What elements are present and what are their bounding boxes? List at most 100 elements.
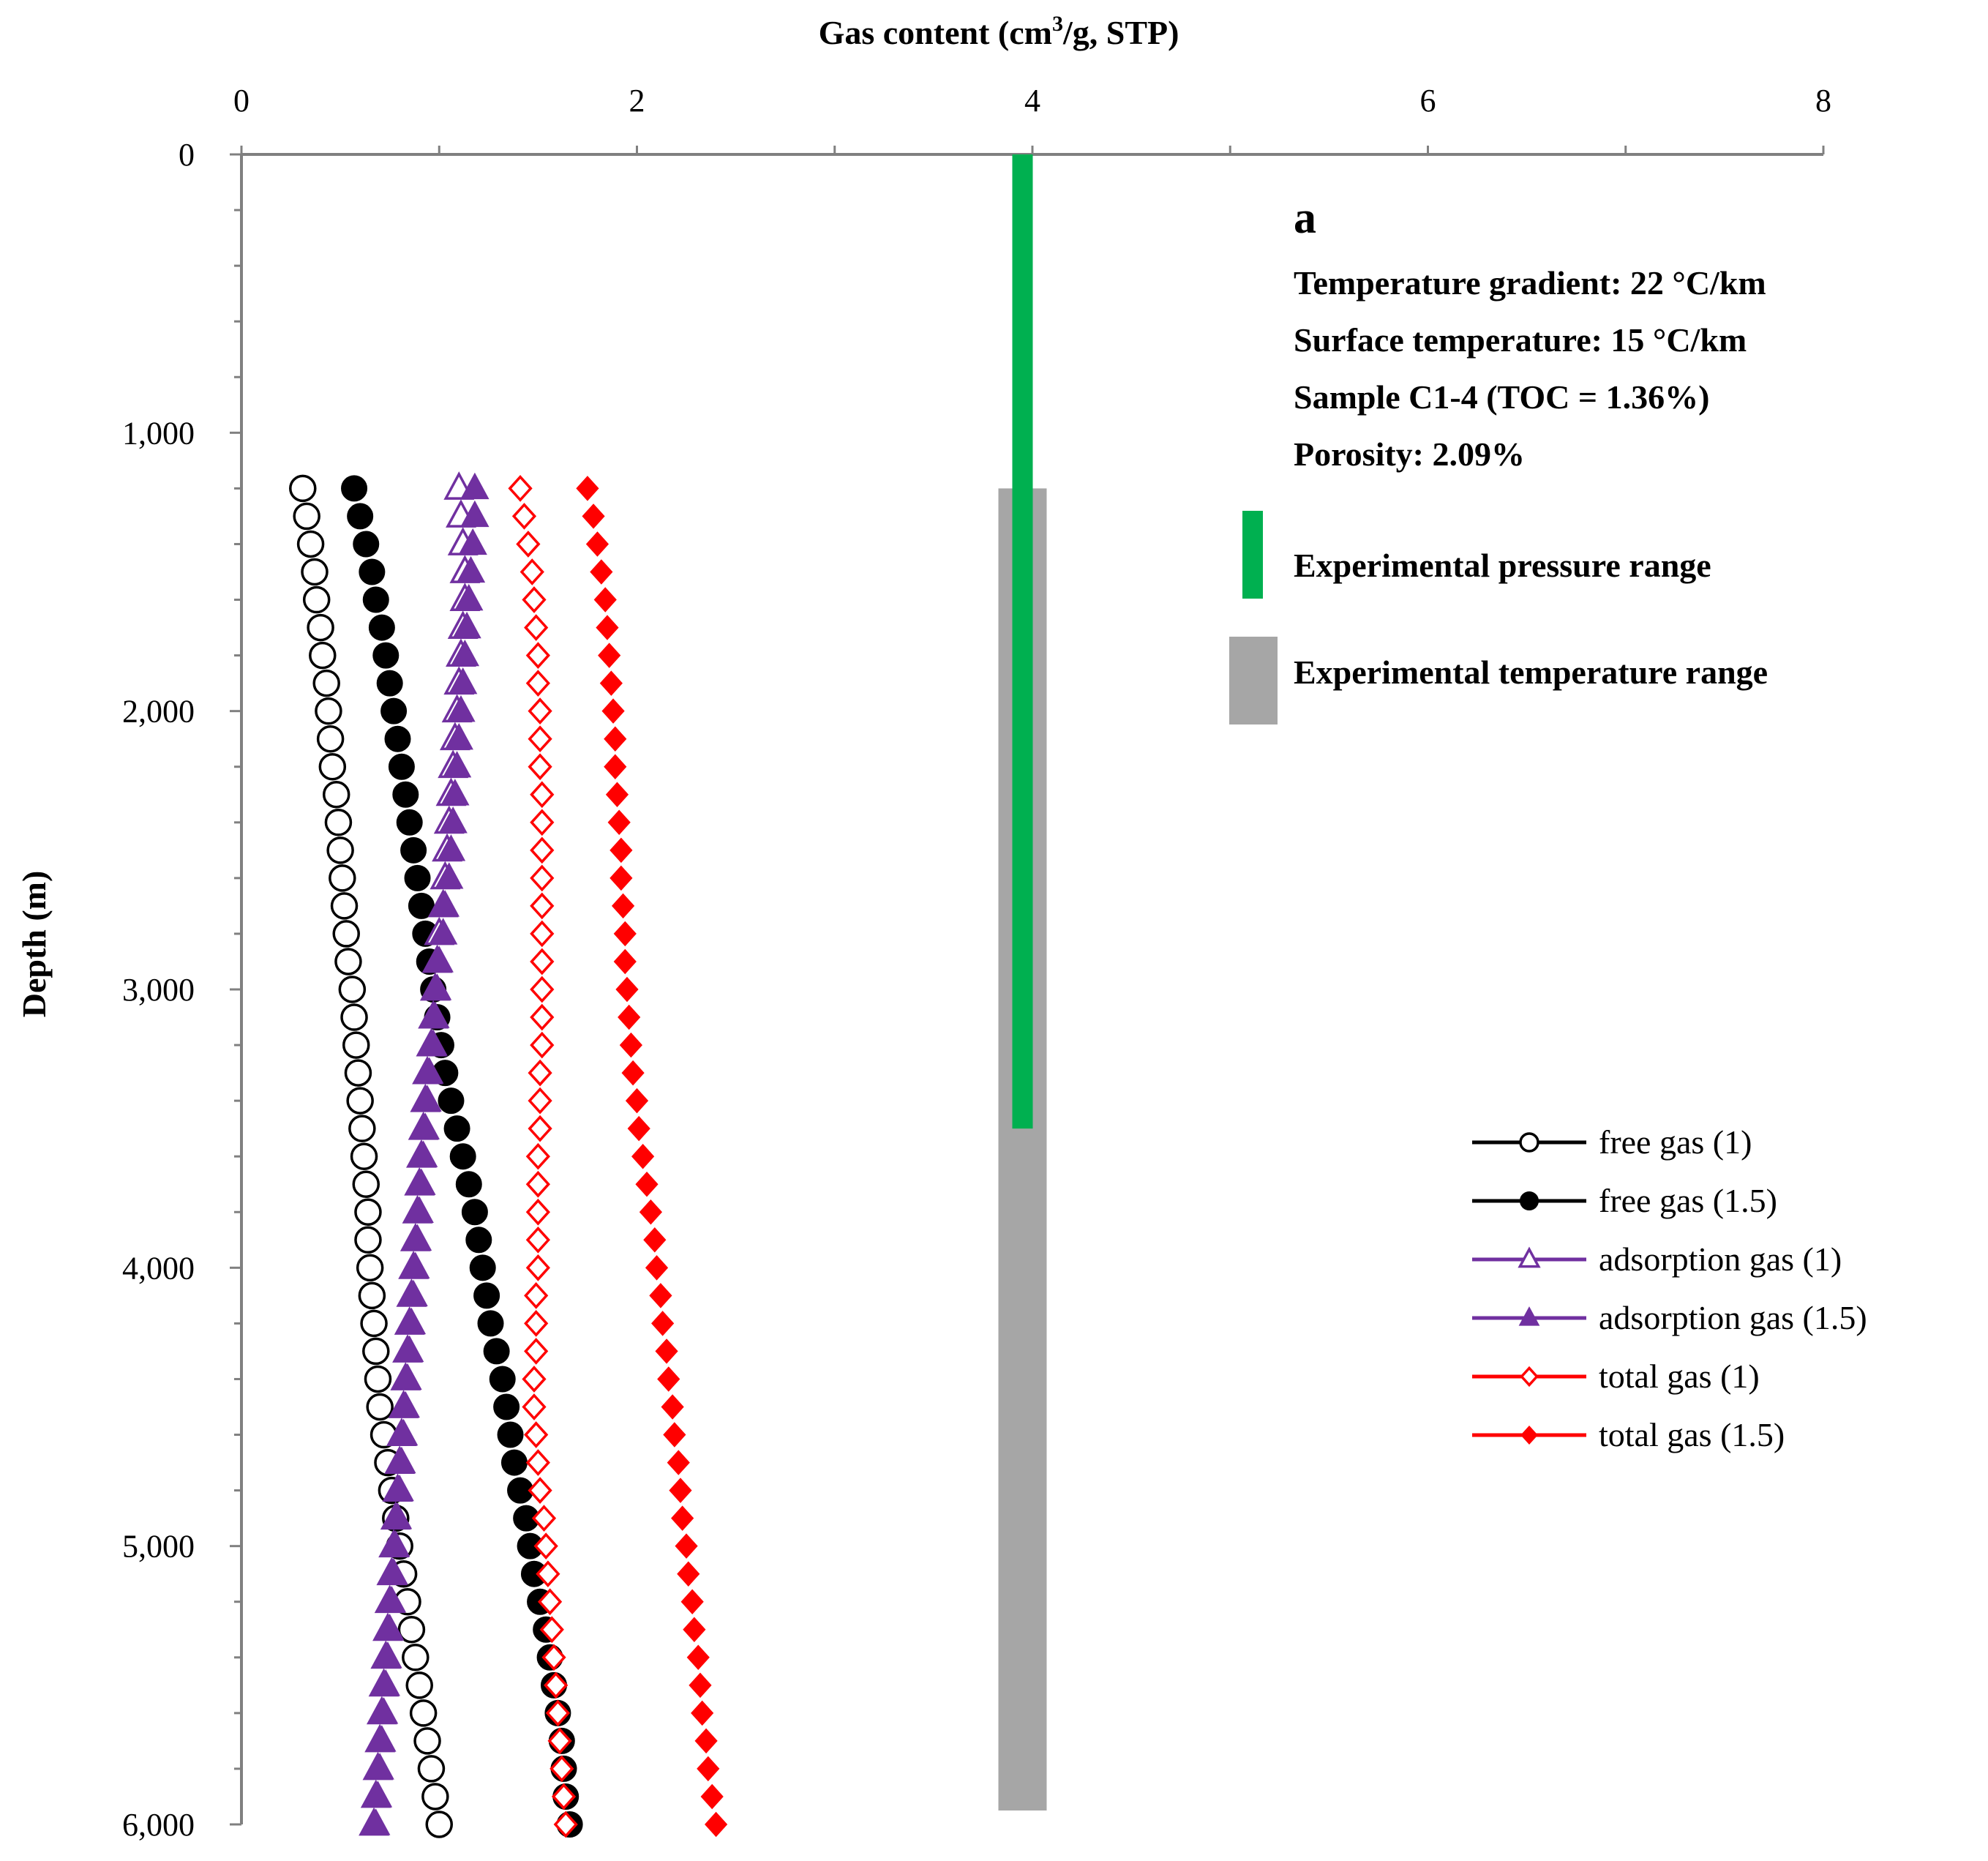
legend-item: free gas (1.5) <box>1472 1182 1777 1219</box>
data-point <box>417 1755 446 1783</box>
data-point <box>680 1589 704 1614</box>
data-point <box>395 1335 424 1363</box>
data-point <box>350 1142 378 1170</box>
data-point <box>609 837 633 864</box>
annotation-line-3: Sample C1-4 (TOC = 1.36%) <box>1294 378 1709 416</box>
data-point <box>348 1115 376 1142</box>
data-point <box>413 1085 442 1112</box>
y-tick-label: 1,000 <box>122 415 195 451</box>
data-point <box>525 1142 550 1170</box>
data-point <box>315 697 342 725</box>
data-point <box>607 809 631 836</box>
legend-item: adsorption gas (1) <box>1472 1240 1842 1278</box>
x-axis-title: Gas content (cm3/g, STP) <box>819 12 1179 51</box>
x-tick-label: 2 <box>629 83 645 119</box>
range-bars <box>998 154 1047 1811</box>
data-point <box>528 1059 552 1087</box>
data-point <box>611 893 635 919</box>
data-point <box>443 1115 470 1142</box>
data-point <box>516 531 541 558</box>
data-point <box>436 834 466 861</box>
data-point <box>399 1279 428 1307</box>
annotation-line-2: Surface temperature: 15 °C/km <box>1294 321 1747 359</box>
data-point <box>524 1421 549 1448</box>
data-point <box>385 1474 414 1502</box>
legend-marker <box>1520 1191 1539 1210</box>
data-point <box>547 1727 572 1755</box>
data-point <box>524 1338 549 1365</box>
data-point <box>402 1224 432 1251</box>
data-point <box>440 779 470 806</box>
data-point <box>397 1616 426 1644</box>
axes: 0 2 4 6 8 0 1,000 2,000 3,000 4,000 5,000 6,000 <box>122 83 1831 1843</box>
data-point <box>539 1616 564 1644</box>
data-point <box>376 670 403 697</box>
data-point <box>368 614 395 641</box>
data-point <box>530 1031 555 1059</box>
data-point <box>631 1143 655 1169</box>
data-point <box>511 503 537 530</box>
data-point <box>446 695 476 722</box>
range-legend-label-temperature: Experimental temperature range <box>1294 654 1768 691</box>
data-point <box>549 1755 574 1783</box>
data-point <box>669 1478 692 1503</box>
data-point <box>621 1060 645 1086</box>
data-point <box>601 698 625 724</box>
data-point <box>545 1699 571 1727</box>
data-point <box>613 948 637 975</box>
range-legend-swatch-pressure <box>1242 511 1263 599</box>
data-point <box>354 1198 382 1227</box>
data-point <box>544 1671 569 1699</box>
data-point <box>354 1226 382 1254</box>
data-point <box>381 1530 410 1557</box>
series-free-gas-1 <box>289 474 453 1838</box>
data-point <box>410 1112 440 1139</box>
data-point <box>334 948 362 976</box>
data-point <box>402 1644 430 1671</box>
data-point <box>530 809 555 836</box>
range-legend-label-pressure: Experimental pressure range <box>1294 547 1711 584</box>
data-point <box>373 1641 402 1669</box>
data-point <box>430 890 460 917</box>
data-point <box>324 809 353 836</box>
legend-marker <box>1520 1366 1539 1388</box>
data-point <box>613 921 637 947</box>
data-point <box>365 1753 394 1780</box>
data-point <box>528 697 552 725</box>
data-point <box>618 1004 641 1030</box>
data-point <box>362 586 389 613</box>
data-point <box>389 1418 419 1446</box>
data-point <box>530 920 555 948</box>
data-point <box>460 500 490 528</box>
data-point <box>438 806 468 834</box>
y-axis-title: Depth (m) <box>15 871 53 1018</box>
data-point <box>438 1087 465 1115</box>
data-point <box>347 503 374 530</box>
x-tick-label: 4 <box>1024 83 1040 119</box>
data-point <box>452 611 481 639</box>
data-point <box>530 836 555 864</box>
data-point <box>415 1057 444 1084</box>
x-tick-label: 8 <box>1815 83 1831 119</box>
data-point <box>408 1140 438 1167</box>
data-point <box>404 864 431 891</box>
data-point <box>346 1087 374 1115</box>
data-point <box>604 754 627 779</box>
data-point <box>322 781 350 809</box>
data-point <box>615 976 639 1003</box>
data-point <box>383 1502 413 1529</box>
data-point <box>364 1365 392 1393</box>
data-point <box>689 1672 712 1699</box>
y-tick-label: 4,000 <box>122 1250 195 1286</box>
data-point <box>405 1196 434 1223</box>
data-point <box>524 1282 549 1309</box>
data-point <box>428 918 458 945</box>
data-point <box>683 1617 706 1643</box>
data-point <box>391 1390 420 1418</box>
data-point <box>530 781 555 809</box>
data-point <box>301 558 329 586</box>
data-point <box>525 1198 550 1226</box>
data-point <box>375 1614 405 1641</box>
data-point <box>635 1171 659 1197</box>
data-point <box>360 1309 388 1338</box>
